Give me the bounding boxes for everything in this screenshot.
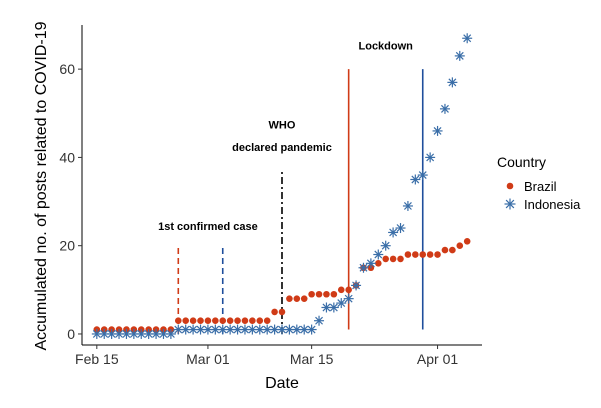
event-lines (177, 69, 424, 334)
point-brazil (345, 286, 352, 294)
x-tick-label: Mar 15 (290, 351, 334, 367)
point-brazil (212, 317, 219, 325)
point-indonesia (254, 324, 265, 335)
point-brazil (374, 260, 382, 267)
point-brazil (463, 237, 471, 245)
point-indonesia (432, 125, 443, 136)
point-indonesia (328, 302, 339, 313)
legend: Country Brazil Indonesia (497, 154, 581, 212)
point-indonesia (358, 262, 369, 273)
point-indonesia (425, 152, 436, 163)
point-brazil (382, 255, 390, 263)
point-indonesia (314, 315, 325, 326)
legend-label-brazil: Brazil (524, 179, 557, 194)
point-brazil (449, 246, 456, 254)
y-tick-label: 60 (59, 61, 75, 77)
point-brazil (271, 308, 278, 316)
point-brazil (278, 308, 286, 316)
point-brazil (330, 290, 338, 298)
point-indonesia (395, 223, 406, 234)
point-indonesia (373, 249, 384, 260)
point-indonesia (121, 328, 132, 339)
point-indonesia (299, 324, 310, 335)
point-indonesia (128, 328, 139, 339)
point-indonesia (447, 77, 458, 88)
point-brazil (434, 251, 441, 258)
point-indonesia (402, 200, 413, 211)
point-indonesia (380, 240, 391, 251)
point-brazil (441, 246, 449, 254)
point-indonesia (343, 293, 354, 304)
point-indonesia (336, 298, 347, 309)
point-brazil (234, 317, 241, 325)
point-indonesia (417, 170, 428, 181)
point-brazil (456, 242, 464, 249)
point-indonesia (388, 227, 399, 238)
point-brazil (426, 251, 434, 258)
point-brazil (419, 251, 427, 258)
point-indonesia (202, 324, 213, 335)
point-brazil (293, 295, 301, 302)
x-axis-title: Date (265, 375, 299, 392)
point-brazil (219, 317, 227, 325)
point-brazil (226, 317, 234, 325)
point-indonesia (439, 103, 450, 114)
point-indonesia (410, 174, 421, 185)
annotation-label: Lockdown (359, 40, 414, 52)
y-ticks: 0 20 40 60 (59, 61, 82, 342)
point-indonesia (136, 328, 147, 339)
legend-asterisk (504, 198, 516, 210)
x-ticks: Feb 15 Mar 01 Mar 15 Apr 01 (75, 345, 458, 367)
point-brazil (300, 295, 308, 302)
point-brazil (389, 255, 397, 263)
point-indonesia (306, 324, 317, 335)
point-brazil (182, 317, 190, 325)
point-brazil (256, 317, 264, 325)
annotation-label: WHO (269, 120, 296, 132)
legend-marker-indonesia (504, 198, 516, 210)
point-brazil (286, 295, 293, 302)
annotations: 1st confirmed case WHO declared pandemic Lo… (158, 40, 413, 233)
point-brazil (308, 290, 315, 298)
point-brazil (397, 255, 404, 263)
legend-marker-brazil (506, 182, 514, 190)
point-brazil (404, 251, 412, 258)
annotation-label: 1st confirmed case (158, 221, 258, 233)
x-tick-label: Feb 15 (75, 351, 119, 367)
point-indonesia (365, 258, 376, 269)
point-indonesia (165, 328, 176, 339)
x-tick-label: Mar 01 (186, 351, 230, 367)
point-brazil (174, 317, 182, 325)
y-tick-label: 40 (59, 149, 75, 165)
series-indonesia (91, 33, 473, 339)
point-brazil (241, 317, 249, 325)
x-tick-label: Apr 01 (417, 351, 458, 367)
y-tick-label: 0 (67, 326, 75, 342)
point-indonesia (277, 324, 287, 335)
point-indonesia (225, 324, 236, 335)
point-indonesia (269, 324, 280, 335)
point-brazil (323, 290, 330, 298)
y-tick-label: 20 (59, 238, 75, 254)
legend-title: Country (497, 154, 546, 170)
y-axis-title: Accumulated no. of posts related to COVI… (33, 21, 50, 350)
point-indonesia (351, 280, 362, 291)
point-indonesia (462, 33, 473, 44)
point-brazil (249, 317, 256, 325)
plot-axes (81, 25, 482, 346)
point-brazil (315, 290, 323, 298)
annotation-label: declared pandemic (232, 142, 332, 154)
point-brazil (204, 317, 212, 325)
legend-label-indonesia: Indonesia (524, 197, 581, 212)
point-brazil (337, 286, 345, 294)
point-indonesia (454, 50, 465, 61)
point-brazil (412, 251, 419, 258)
point-brazil (189, 317, 197, 325)
point-brazil (197, 317, 204, 325)
point-brazil (263, 317, 271, 325)
